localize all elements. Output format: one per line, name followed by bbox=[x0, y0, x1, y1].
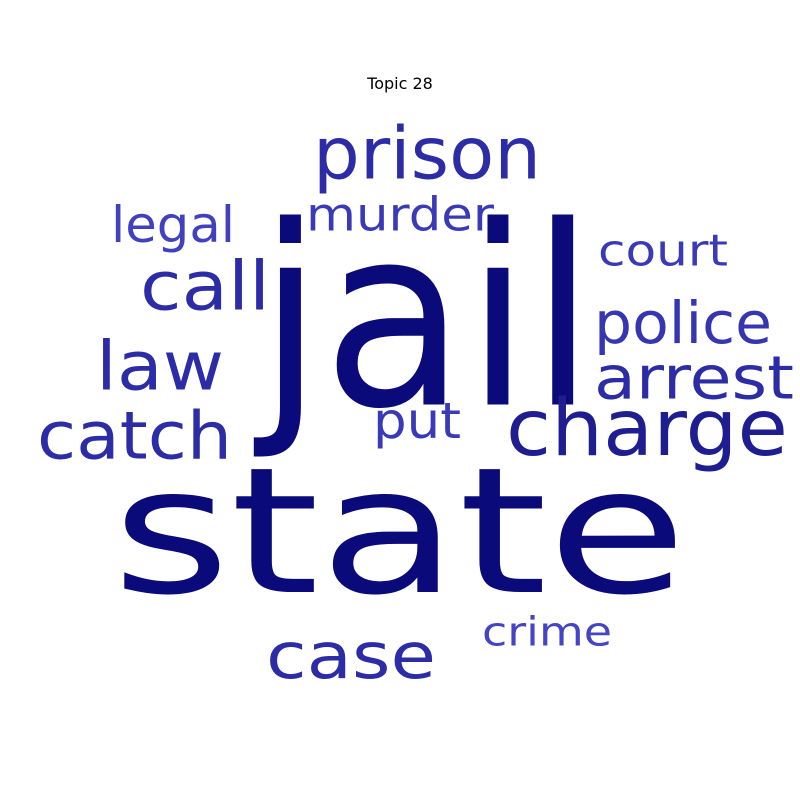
word-crime: crime bbox=[482, 608, 612, 655]
word-arrest: arrest bbox=[594, 344, 794, 414]
word-prison: prison bbox=[313, 111, 541, 196]
word-jail: jail bbox=[258, 172, 595, 464]
word-police: police bbox=[594, 289, 772, 357]
word-law: law bbox=[96, 326, 224, 406]
word-catch: catch bbox=[37, 398, 233, 475]
word-state: state bbox=[112, 430, 687, 634]
word-murder: murder bbox=[306, 188, 494, 242]
word-case: case bbox=[266, 618, 436, 694]
word-call: call bbox=[140, 246, 270, 326]
word-put: put bbox=[373, 392, 461, 450]
word-court: court bbox=[598, 225, 728, 277]
chart-title: Topic 28 bbox=[367, 74, 433, 93]
word-legal: legal bbox=[111, 196, 235, 254]
word-charge: charge bbox=[506, 384, 788, 474]
